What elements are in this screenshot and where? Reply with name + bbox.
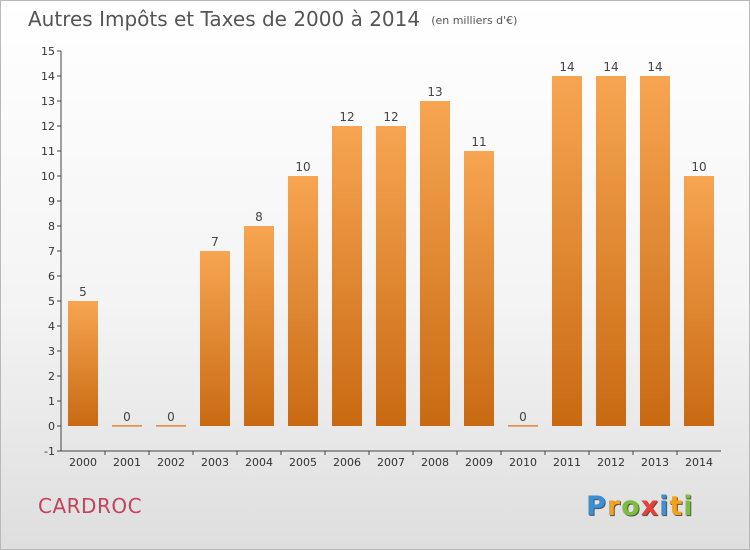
bar-2007 xyxy=(376,126,406,426)
y-tick-label: 4 xyxy=(48,320,55,333)
y-tick-label: 9 xyxy=(48,195,55,208)
bar-2009 xyxy=(464,151,494,426)
data-label-2013: 14 xyxy=(647,60,662,74)
x-tick-label: 2014 xyxy=(685,456,713,469)
y-tick-label: 13 xyxy=(41,95,55,108)
y-tick-label: 10 xyxy=(41,170,55,183)
data-label-2009: 11 xyxy=(471,135,486,149)
y-tick-label: 12 xyxy=(41,120,55,133)
bar-2004 xyxy=(244,226,274,426)
bar-2003 xyxy=(200,251,230,426)
x-tick-label: 2007 xyxy=(377,456,405,469)
bar-2006 xyxy=(332,126,362,426)
logo-letter: i xyxy=(683,491,694,522)
y-tick-label: 15 xyxy=(41,45,55,58)
bar-2008 xyxy=(420,101,450,426)
y-tick-label: 8 xyxy=(48,220,55,233)
data-label-2002: 0 xyxy=(167,410,175,424)
y-tick-label: 14 xyxy=(41,70,55,83)
x-tick-label: 2000 xyxy=(69,456,97,469)
data-label-2005: 10 xyxy=(295,160,310,174)
bar-2010 xyxy=(508,425,538,427)
logo-letter: i xyxy=(659,491,670,522)
y-tick-label: 5 xyxy=(48,295,55,308)
bar-2014 xyxy=(684,176,714,426)
logo-letter: o xyxy=(621,491,641,522)
bar-2005 xyxy=(288,176,318,426)
x-tick-label: 2005 xyxy=(289,456,317,469)
chart-title: Autres Impôts et Taxes de 2000 à 2014 (e… xyxy=(28,7,517,31)
bar-2001 xyxy=(112,425,142,427)
y-tick-label: 0 xyxy=(48,420,55,433)
bar-2013 xyxy=(640,76,670,426)
x-tick-label: 2002 xyxy=(157,456,185,469)
y-tick-label: -1 xyxy=(44,445,55,458)
data-label-2000: 5 xyxy=(79,285,87,299)
x-tick-label: 2012 xyxy=(597,456,625,469)
data-label-2011: 14 xyxy=(559,60,574,74)
data-label-2014: 10 xyxy=(691,160,706,174)
logo-letter: t xyxy=(669,491,684,522)
data-label-2003: 7 xyxy=(211,235,219,249)
data-label-2001: 0 xyxy=(123,410,131,424)
proxiti-logo[interactable]: Proxiti xyxy=(586,491,694,522)
x-tick-label: 2010 xyxy=(509,456,537,469)
y-tick-label: 3 xyxy=(48,345,55,358)
x-tick-label: 2001 xyxy=(113,456,141,469)
data-label-2004: 8 xyxy=(255,210,263,224)
y-tick-label: 2 xyxy=(48,370,55,383)
logo-letter: x xyxy=(640,491,660,522)
y-tick-label: 7 xyxy=(48,245,55,258)
chart-unit-text: (en milliers d'€) xyxy=(431,14,518,27)
logo-letter: r xyxy=(606,491,622,522)
place-name: CARDROC xyxy=(38,494,143,518)
x-tick-label: 2013 xyxy=(641,456,669,469)
data-label-2007: 12 xyxy=(383,110,398,124)
y-tick-label: 11 xyxy=(41,145,55,158)
bar-2002 xyxy=(156,425,186,427)
x-tick-label: 2008 xyxy=(421,456,449,469)
chart-title-text: Autres Impôts et Taxes de 2000 à 2014 xyxy=(28,7,421,31)
x-tick-label: 2011 xyxy=(553,456,581,469)
x-tick-label: 2006 xyxy=(333,456,361,469)
data-label-2008: 13 xyxy=(427,85,442,99)
bar-2011 xyxy=(552,76,582,426)
bar-2012 xyxy=(596,76,626,426)
x-tick-label: 2009 xyxy=(465,456,493,469)
x-tick-label: 2004 xyxy=(245,456,273,469)
logo-letter: P xyxy=(586,491,607,522)
x-tick-label: 2003 xyxy=(201,456,229,469)
data-label-2012: 14 xyxy=(603,60,618,74)
bar-2000 xyxy=(68,301,98,426)
data-label-2010: 0 xyxy=(519,410,527,424)
data-label-2006: 12 xyxy=(339,110,354,124)
y-tick-label: 6 xyxy=(48,270,55,283)
y-tick-label: 1 xyxy=(48,395,55,408)
